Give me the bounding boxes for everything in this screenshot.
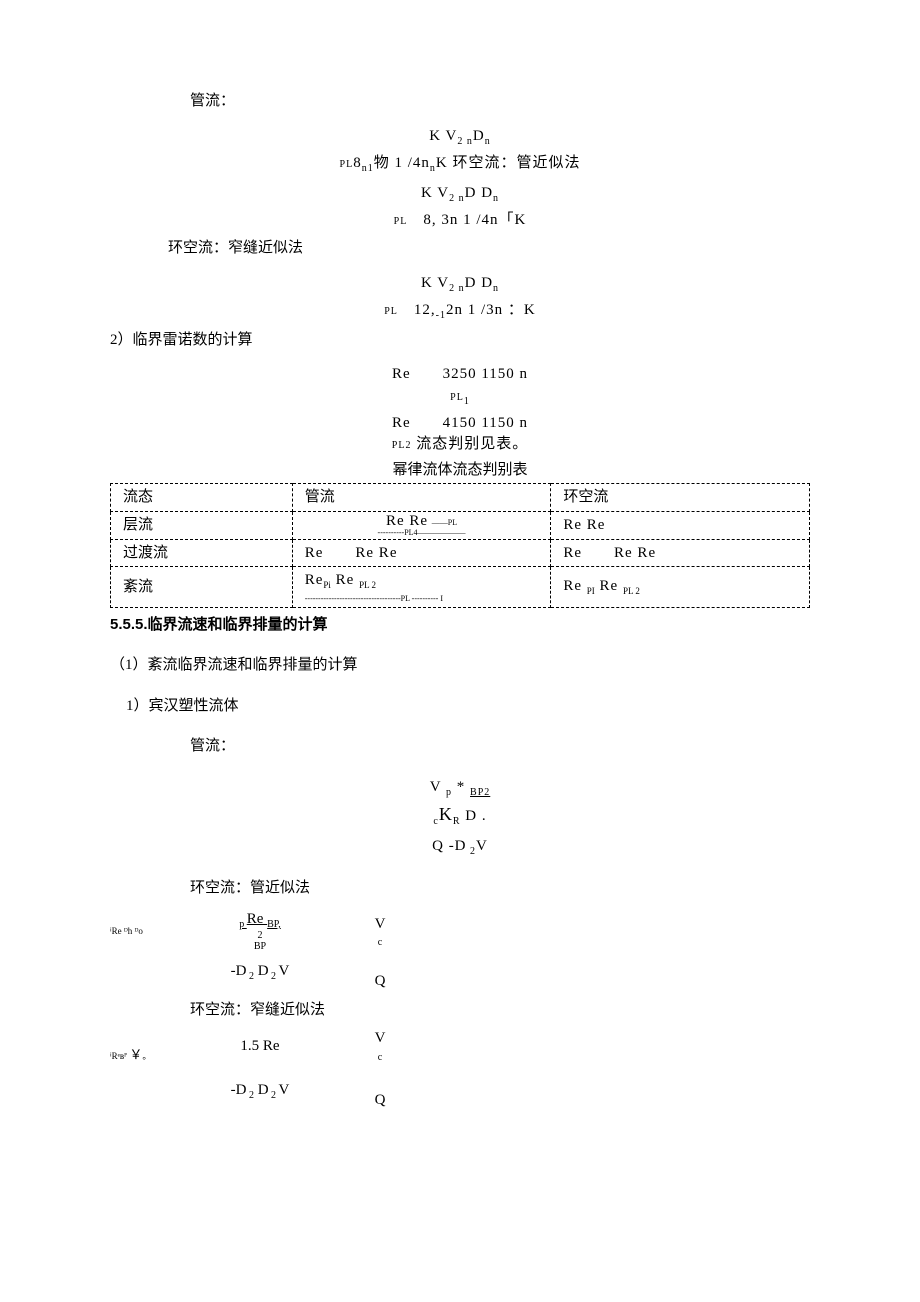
ann4-mid: -D 2 D 2 V xyxy=(170,1079,350,1103)
ann3-left-super: ⁱRᵉвᴾ ￥。 xyxy=(110,1027,170,1065)
formula-1: K V2 nDn xyxy=(110,125,810,149)
ann4-q: Q xyxy=(350,1071,410,1112)
flow-state-table: 流态 管流 环空流 层流 Re Re ——PL ----------PL4———… xyxy=(110,483,810,608)
cell-turbulent-pipe: RePi Re PL 2 ---------------------------… xyxy=(292,567,551,608)
formula-5: K V2 nD Dn xyxy=(110,272,810,296)
critical-reynolds-heading: 2）临界雷诺数的计算 xyxy=(110,329,810,352)
formula-2: PL8n1物 1 /4nnK 环空流：管近似法 xyxy=(110,152,810,176)
formula-bp1: V p * BP2 xyxy=(110,776,810,800)
ann2-q: Q xyxy=(350,952,410,993)
ann1-mid: p Re BP, 2 BP xyxy=(170,911,350,952)
annulus-formula-2: -D 2 D 2 V Q xyxy=(110,952,810,993)
annulus-pipe-approx-label: 环空流：管近似法 xyxy=(110,877,810,900)
formula-6: PL 12,-12n 1 /3n ：K xyxy=(110,299,810,323)
cell-laminar-annulus: Re Re xyxy=(551,511,810,539)
ann1-left-super: ⁱRe ᴰh ᴰo xyxy=(110,925,170,939)
section-555-title: 5.5.5.临界流速和临界排量的计算 xyxy=(110,614,810,637)
annulus-slot-approx-label: 环空流：窄缝近似法 xyxy=(110,999,810,1022)
cell-turbulent-label: 紊流 xyxy=(111,567,293,608)
table-row-turbulent: 紊流 RePi Re PL 2 ------------------------… xyxy=(111,567,810,608)
cell-transition-annulus: Re Re Re xyxy=(551,539,810,567)
annulus-formula-1: ⁱRe ᴰh ᴰo p Re BP, 2 BP V c xyxy=(110,911,810,952)
th-flow-state: 流态 xyxy=(111,484,293,512)
formula-7-sub: PL1 xyxy=(110,385,810,409)
formula-4: PL 8, 3n 1 /4n「K xyxy=(110,209,810,232)
ann3-v: V c xyxy=(350,1027,410,1065)
formula-7: Re 3250 1150 n xyxy=(110,363,810,386)
cell-turbulent-annulus: Re PI Re PL 2 xyxy=(551,567,810,608)
cell-laminar-label: 层流 xyxy=(111,511,293,539)
pipe-flow-label: 管流： xyxy=(110,90,810,113)
annulus-slot-label: 环空流：窄缝近似法 xyxy=(110,237,810,260)
annulus-formula-4: -D 2 D 2 V Q xyxy=(110,1071,810,1112)
formula-bp2: cKR D . xyxy=(110,801,810,829)
ann1-v: V c xyxy=(350,913,410,951)
annulus-formula-3: ⁱRᵉвᴾ ￥。 1.5 Re V c xyxy=(110,1027,810,1065)
ann3-mid: 1.5 Re xyxy=(170,1035,350,1058)
th-pipe-flow: 管流 xyxy=(292,484,551,512)
para-bingham: 1）宾汉塑性流体 xyxy=(110,695,810,718)
cell-laminar-pipe: Re Re ——PL ----------PL4—————— xyxy=(292,511,551,539)
table-row-transition: 过渡流 Re Re Re Re Re Re xyxy=(111,539,810,567)
formula-8: Re 4150 1150 n xyxy=(110,412,810,435)
table-row-laminar: 层流 Re Re ——PL ----------PL4—————— Re Re xyxy=(111,511,810,539)
table-header-row: 流态 管流 环空流 xyxy=(111,484,810,512)
formula-bp3: Q -D 2V xyxy=(110,835,810,859)
pipe-flow-label-2: 管流： xyxy=(110,735,810,758)
table-caption: 幂律流体流态判别表 xyxy=(110,459,810,482)
cell-transition-pipe: Re Re Re xyxy=(292,539,551,567)
para-turbulent-critical: （1）紊流临界流速和临界排量的计算 xyxy=(110,654,810,677)
th-annulus-flow: 环空流 xyxy=(551,484,810,512)
formula-8-sub: PL2 流态判别见表。 xyxy=(110,433,810,456)
cell-transition-label: 过渡流 xyxy=(111,539,293,567)
ann2-mid: -D 2 D 2 V xyxy=(170,960,350,984)
formula-3: K V2 nD Dn xyxy=(110,182,810,206)
